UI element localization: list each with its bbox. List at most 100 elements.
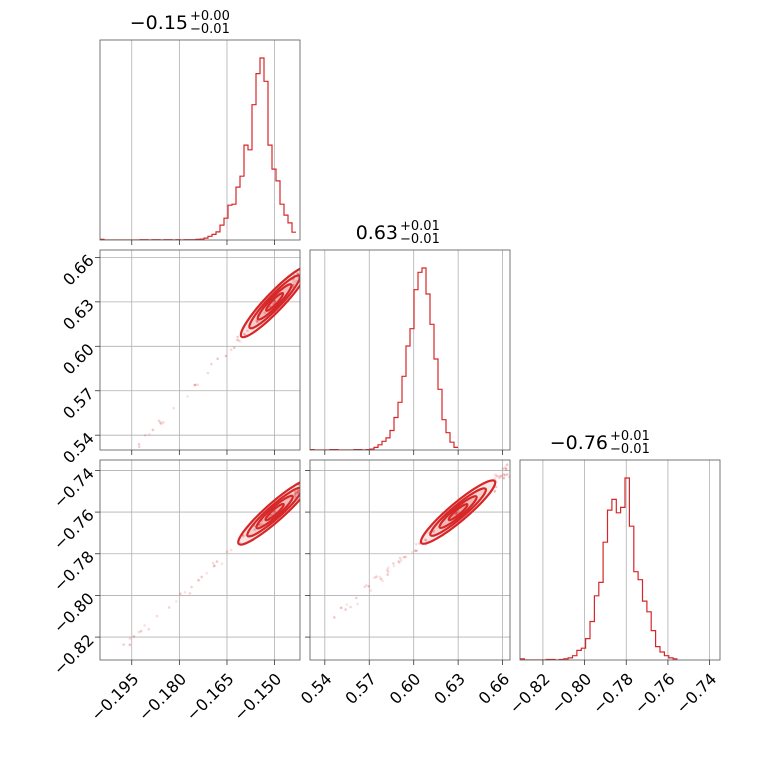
scatter-edge-2-0-29 <box>293 492 297 496</box>
scatter-point-1-0-35 <box>151 428 155 432</box>
scatter-point-2-0-21 <box>188 592 192 595</box>
scatter-point-2-1-13 <box>415 542 418 546</box>
scatter-edge-2-1-26 <box>514 459 517 462</box>
scatter-edge-1-0-20 <box>302 272 305 275</box>
xtick-label-1-1: 0.57 <box>341 669 380 708</box>
scatter-point-2-1-23 <box>373 576 376 579</box>
scatter-point-1-0-13 <box>172 406 175 410</box>
xtick-label-0-0: −0.195 <box>87 669 142 724</box>
scatter-point-2-0-12 <box>139 629 143 633</box>
ytick-label-2-2: −0.78 <box>50 547 98 595</box>
panel-frame-diag-2 <box>519 459 721 661</box>
scatter-point-2-1-38 <box>398 556 402 560</box>
ytick-label-2-3: −0.76 <box>50 505 98 553</box>
density-fill-2-1-3 <box>448 504 468 521</box>
scatter-point-1-0-39 <box>129 454 132 457</box>
scatter-point-2-1-12 <box>356 602 359 606</box>
scatter-point-1-0-29 <box>216 357 219 361</box>
scatter-point-2-1-42 <box>385 568 389 571</box>
title-minus-param-1: −0.01 <box>400 232 440 247</box>
panel-frame-2-0 <box>99 459 301 661</box>
xtick-label-1-2: 0.60 <box>386 669 425 708</box>
title-param-1: 0.63 <box>356 222 398 244</box>
scatter-point-1-0-20 <box>273 300 277 303</box>
contour-2-1-0 <box>419 479 497 545</box>
scatter-point-2-0-34 <box>215 560 219 563</box>
scatter-point-1-0-17 <box>255 319 258 323</box>
xtick-label-2-3: −0.76 <box>631 669 679 717</box>
scatter-edge-2-0-18 <box>300 482 303 485</box>
scatter-point-2-1-19 <box>397 560 400 563</box>
scatter-edge-2-1-29 <box>502 476 506 480</box>
scatter-edge-2-1-24 <box>514 468 517 471</box>
scatter-point-1-0-54 <box>186 395 189 398</box>
scatter-point-1-0-34 <box>159 421 162 424</box>
scatter-point-1-0-49 <box>263 311 267 315</box>
scatter-point-2-0-31 <box>200 575 203 579</box>
scatter-point-2-1-10 <box>424 539 428 542</box>
contour-2-1-1 <box>429 487 488 537</box>
ytick-label-2-1: −0.80 <box>50 589 98 637</box>
scatter-edge-2-1-0 <box>519 456 522 459</box>
contour-2-0-0 <box>237 478 300 546</box>
xtick-label-2-0: −0.82 <box>506 669 554 717</box>
panel-frame-1-0 <box>99 249 301 451</box>
ytick-label-1-2: 0.60 <box>59 340 98 379</box>
xtick-label-2-4: −0.74 <box>672 669 720 717</box>
xtick-label-2-2: −0.78 <box>589 669 637 717</box>
scatter-point-1-0-14 <box>193 383 197 387</box>
scatter-point-2-0-39 <box>155 614 159 618</box>
scatter-point-2-1-7 <box>399 559 403 562</box>
scatter-point-1-0-57 <box>196 383 199 387</box>
title-param-0: −0.15 <box>130 12 188 34</box>
scatter-point-2-1-46 <box>414 549 417 552</box>
scatter-point-1-0-59 <box>148 433 151 436</box>
scatter-point-2-1-56 <box>415 549 419 553</box>
scatter-point-1-0-33 <box>243 333 247 337</box>
scatter-edge-1-0-2 <box>301 274 304 277</box>
contour-1-0-2 <box>256 283 293 321</box>
ytick-label-2-4: −0.74 <box>50 464 98 512</box>
scatter-point-1-0-41 <box>236 338 239 342</box>
title-minus-param-0: −0.01 <box>190 22 230 37</box>
scatter-point-2-0-52 <box>167 606 171 609</box>
scatter-edge-1-0-10 <box>302 273 305 276</box>
scatter-point-2-1-29 <box>367 585 371 588</box>
scatter-edge-2-1-15 <box>515 459 518 462</box>
contour-2-0-2 <box>255 494 294 530</box>
scatter-point-2-0-4 <box>253 528 256 532</box>
scatter-point-2-0-5 <box>132 635 136 638</box>
scatter-point-2-1-43 <box>410 550 414 554</box>
scatter-point-2-1-17 <box>432 529 436 533</box>
scatter-point-2-1-3 <box>355 596 358 600</box>
scatter-point-1-0-6 <box>210 362 213 366</box>
scatter-group-1-0 <box>128 265 305 458</box>
scatter-point-2-1-14 <box>345 603 349 606</box>
histogram-param-1 <box>310 267 458 450</box>
scatter-point-2-0-48 <box>213 563 216 567</box>
scatter-point-2-0-14 <box>229 548 233 552</box>
scatter-point-2-1-8 <box>378 575 382 579</box>
scatter-edge-2-1-14 <box>493 489 497 493</box>
scatter-point-1-0-10 <box>193 383 196 387</box>
contour-1-0-3 <box>265 291 285 312</box>
scatter-edge-2-1-23 <box>510 469 513 472</box>
scatter-point-2-0-8 <box>211 561 215 565</box>
scatter-point-1-0-19 <box>128 455 131 458</box>
xtick-label-1-0: 0.54 <box>297 669 336 708</box>
ytick-label-1-3: 0.63 <box>59 295 98 334</box>
scatter-point-2-1-32 <box>344 608 347 611</box>
scatter-point-1-0-37 <box>255 320 259 323</box>
scatter-point-2-0-45 <box>147 628 151 631</box>
scatter-point-2-1-5 <box>455 512 459 515</box>
scatter-edge-1-0-27 <box>300 268 303 271</box>
scatter-edge-2-1-9 <box>505 463 509 467</box>
scatter-point-2-1-15 <box>402 555 406 559</box>
scatter-point-2-0-3 <box>225 550 229 553</box>
ytick-label-1-4: 0.66 <box>59 251 98 290</box>
scatter-edge-1-0-23 <box>292 283 296 287</box>
scatter-point-2-0-51 <box>205 571 209 575</box>
contour-2-0-1 <box>246 486 300 538</box>
scatter-edge-2-0-6 <box>297 490 300 493</box>
scatter-point-1-0-24 <box>239 340 242 343</box>
